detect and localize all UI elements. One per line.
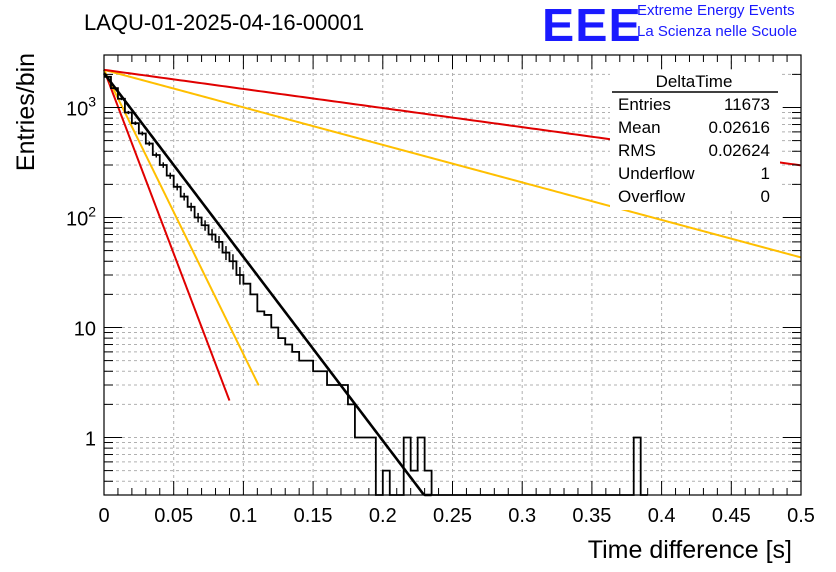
org-subtitle: La Scienza nelle Scuole bbox=[637, 23, 798, 40]
x-tick-label: 0.05 bbox=[154, 505, 193, 527]
axis-ticks bbox=[103, 55, 802, 496]
stats-value: 1 bbox=[761, 164, 770, 183]
stats-background bbox=[610, 72, 780, 210]
x-tick-label: 0.1 bbox=[229, 505, 257, 527]
x-tick-label: 0.4 bbox=[648, 505, 676, 527]
x-tick-label: 0 bbox=[98, 505, 109, 527]
reference-curve-orange-shallow bbox=[103, 68, 802, 259]
stats-value: 11673 bbox=[724, 95, 770, 114]
stats-label: RMS bbox=[618, 141, 656, 160]
stats-value: 0.02624 bbox=[709, 141, 770, 160]
y-tick-label: 1 bbox=[85, 428, 96, 450]
fit-curve bbox=[102, 72, 432, 497]
eee-logo: EEE bbox=[542, 0, 642, 51]
stats-label: Mean bbox=[618, 118, 661, 137]
y-axis-title: Entries/bin bbox=[12, 53, 40, 171]
x-tick-label: 0.15 bbox=[294, 505, 333, 527]
y-tick-exponent: 3 bbox=[88, 93, 96, 109]
y-tick-label: 10 bbox=[74, 318, 96, 340]
stats-label: Overflow bbox=[618, 187, 686, 206]
org-name: Extreme Energy Events bbox=[637, 2, 795, 19]
y-tick-label: 103 bbox=[66, 93, 96, 120]
stats-value: 0 bbox=[761, 187, 770, 206]
reference-curve-orange-steep bbox=[103, 69, 260, 386]
run-title: LAQU-01-2025-04-16-00001 bbox=[84, 10, 365, 35]
x-tick-label: 0.25 bbox=[433, 505, 472, 527]
grid bbox=[104, 55, 801, 496]
x-tick-label: 0.45 bbox=[712, 505, 751, 527]
stats-label: Underflow bbox=[618, 164, 695, 183]
x-tick-label: 0.5 bbox=[787, 505, 815, 527]
stats-label: Entries bbox=[618, 95, 671, 114]
y-tick-label: 102 bbox=[66, 203, 96, 230]
stats-box: DeltaTime Entries 11673 Mean 0.02616 RMS 0.02… bbox=[610, 72, 780, 210]
x-axis-title: Time difference [s] bbox=[588, 536, 792, 564]
x-tick-label: 0.35 bbox=[572, 505, 611, 527]
stats-value: 0.02616 bbox=[709, 118, 770, 137]
stats-rows: Entries 11673 Mean 0.02616 RMS 0.02624 Underfl… bbox=[618, 95, 770, 206]
x-tick-label: 0.2 bbox=[369, 505, 397, 527]
x-tick-label: 0.3 bbox=[508, 505, 536, 527]
stats-title: DeltaTime bbox=[656, 72, 733, 91]
reference-curve-red-steep bbox=[103, 69, 231, 401]
fit-curve-group bbox=[102, 72, 432, 497]
y-tick-exponent: 2 bbox=[88, 203, 96, 219]
